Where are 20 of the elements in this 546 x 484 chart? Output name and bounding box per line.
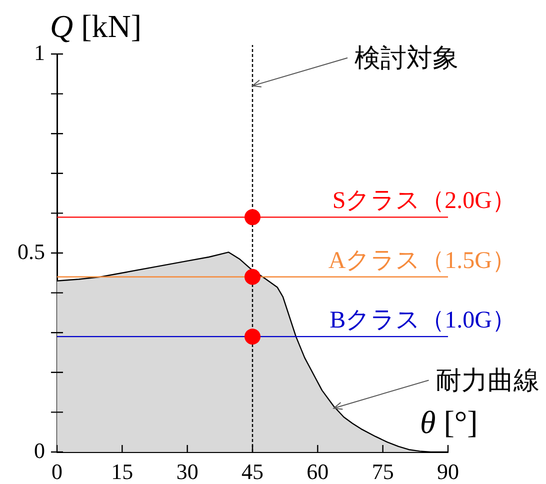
ref-line-label: Bクラス（1.0G） (330, 308, 516, 334)
x-tick-label: 15 (111, 458, 134, 484)
y-tick-label: 0 (34, 438, 45, 463)
y-tick-label: 1 (34, 40, 45, 65)
x-tick-label: 60 (306, 458, 329, 484)
point (244, 328, 260, 345)
x-axis-title: θ [°] (420, 404, 478, 440)
y-axis-title: Q [kN] (50, 8, 142, 44)
point (244, 268, 260, 285)
annotation: 耐力曲線 (436, 366, 540, 396)
x-tick-label: 30 (176, 458, 198, 484)
y-tick-label: 0.5 (18, 238, 45, 264)
x-tick-label: 90 (437, 458, 459, 484)
x-tick-label: 45 (242, 458, 264, 484)
ref-line-label: Aクラス（1.5G） (328, 248, 516, 274)
x-tick-label: 0 (52, 458, 62, 484)
point (244, 209, 260, 226)
ref-line-label: Sクラス（2.0G） (332, 188, 516, 214)
x-tick-label: 75 (372, 458, 394, 484)
annotation: 検討対象 (354, 44, 458, 73)
